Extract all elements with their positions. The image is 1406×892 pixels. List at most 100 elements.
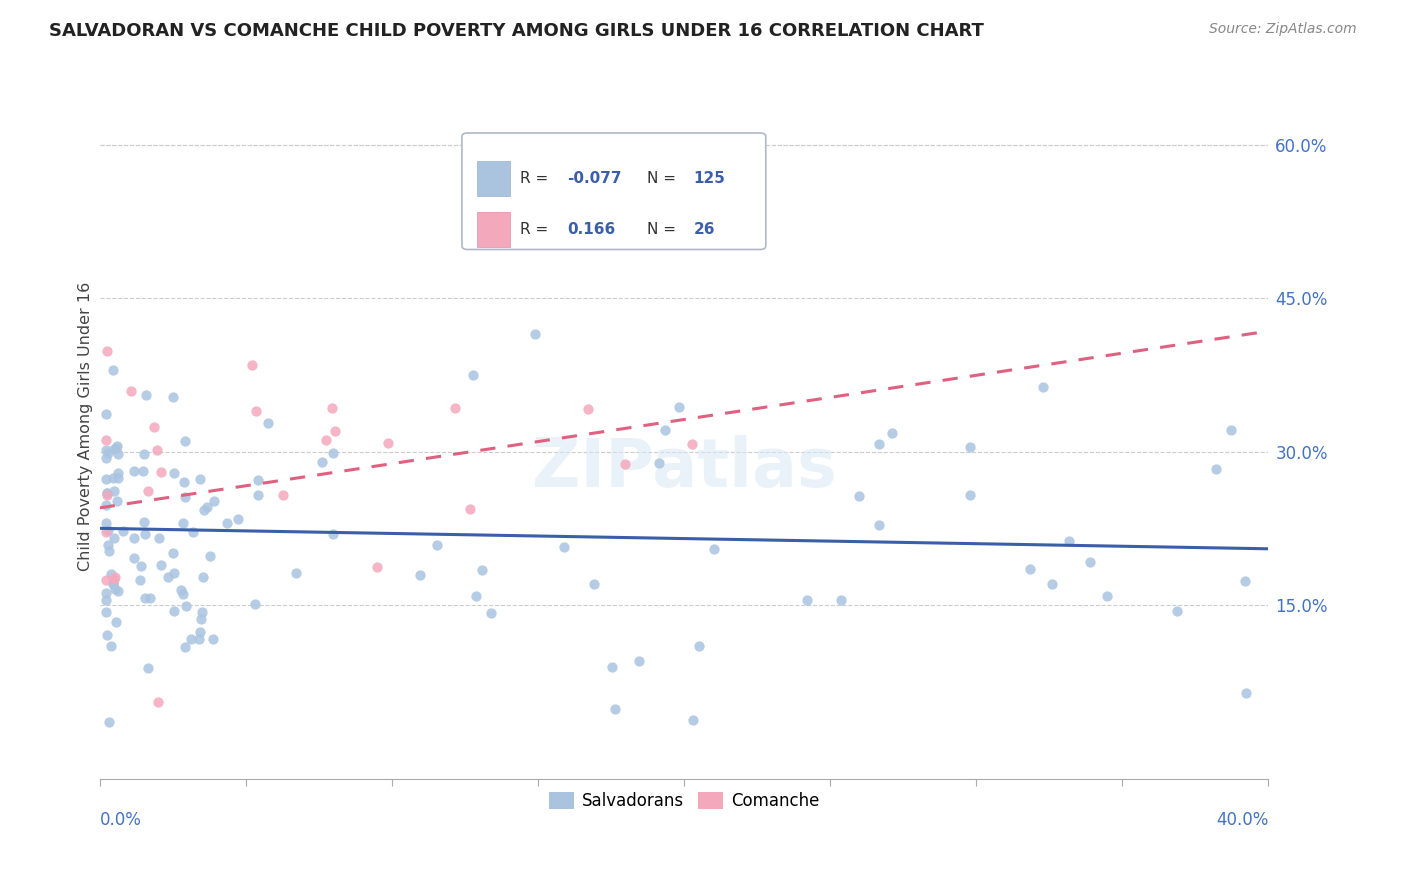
Point: [195, 500, 218, 514]
Point: [94, 586, 117, 600]
Point: [128, 573, 150, 587]
Text: -0.077: -0.077: [567, 170, 621, 186]
Point: [688, 639, 710, 653]
Point: [162, 546, 184, 560]
Point: [136, 661, 159, 675]
Point: [98, 544, 121, 558]
Point: [668, 400, 690, 414]
Point: [96, 488, 118, 502]
Point: [191, 570, 214, 584]
Point: [553, 541, 575, 555]
Point: [143, 420, 166, 434]
Point: [129, 558, 152, 573]
Point: [868, 437, 890, 451]
Point: [96, 486, 118, 500]
Point: [443, 401, 465, 416]
Point: [882, 425, 904, 440]
Point: [1220, 423, 1243, 437]
Text: R =: R =: [520, 222, 554, 237]
Point: [311, 455, 333, 469]
Point: [146, 695, 169, 709]
Point: [271, 488, 294, 502]
Point: [107, 583, 129, 598]
Point: [366, 560, 388, 574]
Point: [245, 403, 267, 417]
Point: [101, 363, 124, 377]
Text: Source: ZipAtlas.com: Source: ZipAtlas.com: [1209, 22, 1357, 37]
FancyBboxPatch shape: [463, 133, 766, 250]
Point: [94, 498, 117, 512]
Point: [132, 516, 155, 530]
Point: [321, 401, 343, 415]
Point: [146, 443, 169, 458]
Point: [188, 625, 211, 640]
Point: [648, 456, 671, 470]
Text: R =: R =: [520, 170, 554, 186]
Point: [136, 483, 159, 498]
Legend: Salvadorans, Comanche: Salvadorans, Comanche: [543, 785, 825, 816]
Point: [135, 387, 157, 401]
Point: [243, 597, 266, 611]
Point: [323, 425, 346, 439]
Point: [682, 713, 704, 727]
Point: [107, 471, 129, 485]
Point: [103, 531, 125, 545]
Point: [190, 612, 212, 626]
Point: [157, 570, 180, 584]
Point: [215, 516, 238, 530]
Point: [97, 445, 120, 459]
Point: [187, 632, 209, 646]
Point: [180, 632, 202, 647]
Point: [105, 441, 128, 455]
Point: [173, 475, 195, 489]
Point: [868, 518, 890, 533]
Point: [796, 593, 818, 607]
Point: [162, 390, 184, 404]
Point: [148, 531, 170, 545]
Point: [105, 439, 128, 453]
Point: [101, 470, 124, 484]
Point: [703, 542, 725, 557]
Point: [315, 433, 337, 447]
Point: [97, 537, 120, 551]
Point: [198, 549, 221, 563]
Point: [134, 527, 156, 541]
Point: [94, 516, 117, 531]
Point: [173, 640, 195, 654]
Point: [1040, 577, 1063, 591]
Point: [613, 458, 636, 472]
Text: 0.0%: 0.0%: [100, 811, 142, 829]
Text: ZIPatlas: ZIPatlas: [531, 435, 837, 501]
Point: [174, 434, 197, 448]
Point: [94, 524, 117, 539]
Point: [654, 423, 676, 437]
Point: [138, 591, 160, 605]
Point: [96, 628, 118, 642]
Text: 125: 125: [693, 170, 725, 186]
Point: [1095, 589, 1118, 603]
Point: [193, 503, 215, 517]
Point: [96, 486, 118, 500]
Point: [132, 447, 155, 461]
Point: [96, 343, 118, 358]
Point: [122, 464, 145, 478]
Point: [103, 483, 125, 498]
Point: [94, 450, 117, 465]
Point: [848, 489, 870, 503]
Point: [461, 368, 484, 383]
Point: [150, 558, 173, 573]
Point: [104, 582, 127, 597]
Point: [284, 566, 307, 580]
Text: N =: N =: [647, 222, 681, 237]
Point: [98, 714, 121, 729]
Point: [172, 516, 194, 530]
Point: [524, 327, 547, 342]
Point: [1234, 574, 1257, 588]
Point: [170, 583, 193, 598]
Point: [124, 531, 146, 545]
Point: [464, 589, 486, 603]
Point: [94, 472, 117, 486]
Point: [181, 524, 204, 539]
Point: [1057, 534, 1080, 549]
Point: [100, 639, 122, 653]
